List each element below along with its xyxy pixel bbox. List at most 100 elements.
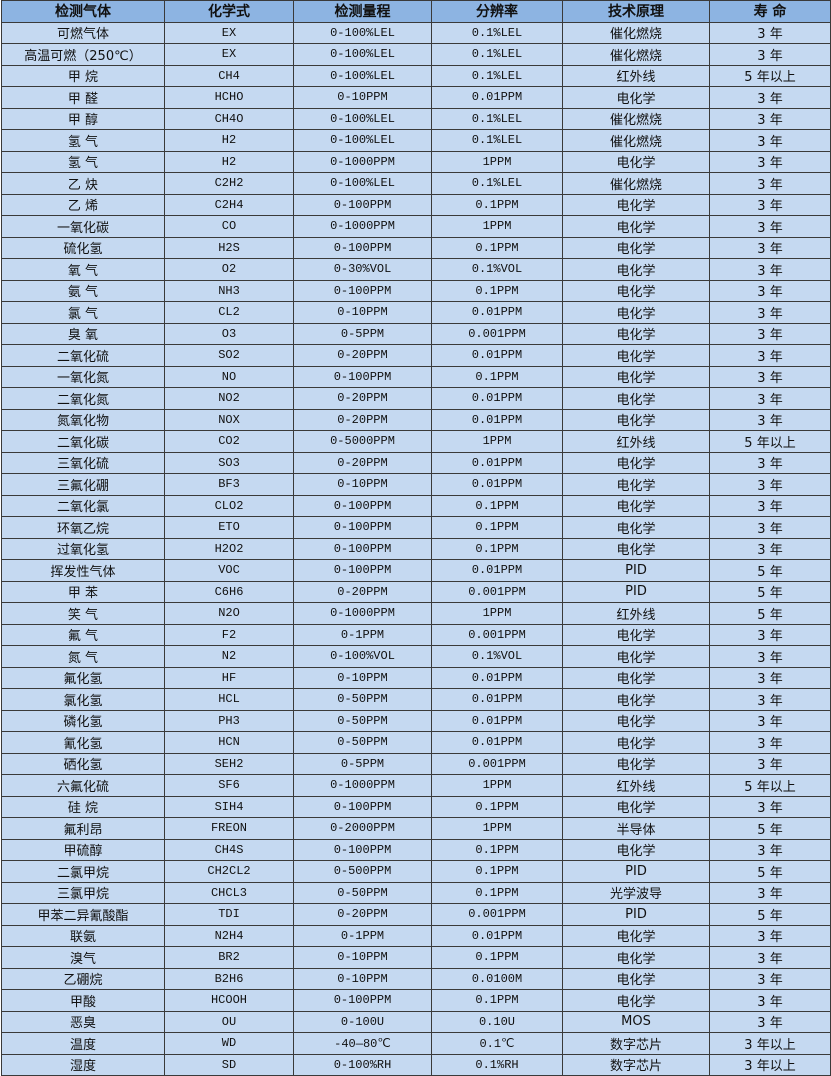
table-row: 三氟化硼 BF3 0-10PPM 0.01PPM 电化学 3 年 bbox=[1, 473, 831, 496]
cell-formula: CL2 bbox=[164, 301, 294, 324]
table-row: 恶臭 OU 0-100U 0.10U MOS 3 年 bbox=[1, 1010, 831, 1033]
cell-gas: 硅 烷 bbox=[1, 795, 165, 818]
cell-principle: 数字芯片 bbox=[562, 1032, 710, 1055]
cell-resolution: 0.1PPM bbox=[431, 860, 563, 883]
cell-lifespan: 3 年 bbox=[709, 989, 831, 1012]
cell-formula: H2 bbox=[164, 150, 294, 173]
cell-formula: BF3 bbox=[164, 473, 294, 496]
cell-range: 0-100%LEL bbox=[293, 43, 432, 66]
table-row: 过氧化氢 H2O2 0-100PPM 0.1PPM 电化学 3 年 bbox=[1, 537, 831, 560]
cell-lifespan: 3 年 bbox=[709, 731, 831, 754]
cell-principle: 电化学 bbox=[562, 236, 710, 259]
cell-formula: CH4S bbox=[164, 838, 294, 861]
cell-range: 0-100%LEL bbox=[293, 21, 432, 44]
cell-range: 0-20PPM bbox=[293, 451, 432, 474]
cell-lifespan: 3 年 bbox=[709, 494, 831, 517]
cell-formula: CH4O bbox=[164, 107, 294, 130]
cell-principle: 电化学 bbox=[562, 408, 710, 431]
cell-formula: FREON bbox=[164, 817, 294, 840]
table-row: 可燃气体 EX 0-100%LEL 0.1%LEL 催化燃烧 3 年 bbox=[1, 21, 831, 44]
cell-principle: 红外线 bbox=[562, 430, 710, 453]
table-row: 乙 烯 C2H4 0-100PPM 0.1PPM 电化学 3 年 bbox=[1, 193, 831, 216]
cell-lifespan: 5 年 bbox=[709, 903, 831, 926]
cell-range: 0-20PPM bbox=[293, 903, 432, 926]
cell-principle: 电化学 bbox=[562, 494, 710, 517]
cell-resolution: 1PPM bbox=[431, 430, 563, 453]
cell-principle: 电化学 bbox=[562, 322, 710, 345]
cell-gas: 过氧化氢 bbox=[1, 537, 165, 560]
cell-gas: 乙硼烷 bbox=[1, 967, 165, 990]
header-resolution: 分辨率 bbox=[431, 0, 563, 23]
cell-resolution: 0.1%LEL bbox=[431, 172, 563, 195]
cell-resolution: 0.1%LEL bbox=[431, 43, 563, 66]
cell-principle: 数字芯片 bbox=[562, 1053, 710, 1076]
cell-range: 0-1000PPM bbox=[293, 774, 432, 797]
cell-lifespan: 3 年 bbox=[709, 21, 831, 44]
cell-lifespan: 5 年 bbox=[709, 580, 831, 603]
cell-gas: 恶臭 bbox=[1, 1010, 165, 1033]
cell-resolution: 0.1PPM bbox=[431, 881, 563, 904]
table-row: 硒化氢 SEH2 0-5PPM 0.001PPM 电化学 3 年 bbox=[1, 752, 831, 775]
cell-principle: 电化学 bbox=[562, 967, 710, 990]
cell-range: 0-5PPM bbox=[293, 752, 432, 775]
cell-formula: SO2 bbox=[164, 344, 294, 367]
cell-range: 0-30%VOL bbox=[293, 258, 432, 281]
cell-principle: 电化学 bbox=[562, 279, 710, 302]
cell-principle: 半导体 bbox=[562, 817, 710, 840]
cell-gas: 湿度 bbox=[1, 1053, 165, 1076]
table-row: 一氧化碳 CO 0-1000PPM 1PPM 电化学 3 年 bbox=[1, 215, 831, 238]
cell-lifespan: 3 年 bbox=[709, 1010, 831, 1033]
table-row: 二氧化碳 CO2 0-5000PPM 1PPM 红外线 5 年以上 bbox=[1, 430, 831, 453]
cell-formula: O2 bbox=[164, 258, 294, 281]
cell-gas: 二氧化碳 bbox=[1, 430, 165, 453]
cell-principle: 电化学 bbox=[562, 795, 710, 818]
table-row: 甲 醇 CH4O 0-100%LEL 0.1%LEL 催化燃烧 3 年 bbox=[1, 107, 831, 130]
cell-principle: 电化学 bbox=[562, 537, 710, 560]
cell-principle: 催化燃烧 bbox=[562, 21, 710, 44]
cell-range: 0-20PPM bbox=[293, 344, 432, 367]
cell-range: 0-100%VOL bbox=[293, 645, 432, 668]
cell-range: 0-100%RH bbox=[293, 1053, 432, 1076]
cell-formula: VOC bbox=[164, 559, 294, 582]
cell-range: 0-50PPM bbox=[293, 731, 432, 754]
cell-resolution: 0.1%LEL bbox=[431, 129, 563, 152]
cell-gas: 乙 炔 bbox=[1, 172, 165, 195]
cell-principle: 电化学 bbox=[562, 989, 710, 1012]
cell-gas: 六氟化硫 bbox=[1, 774, 165, 797]
cell-principle: 电化学 bbox=[562, 838, 710, 861]
cell-formula: WD bbox=[164, 1032, 294, 1055]
cell-gas: 甲硫醇 bbox=[1, 838, 165, 861]
cell-principle: 电化学 bbox=[562, 645, 710, 668]
cell-formula: C2H2 bbox=[164, 172, 294, 195]
cell-range: 0-100PPM bbox=[293, 279, 432, 302]
cell-principle: 电化学 bbox=[562, 86, 710, 109]
cell-lifespan: 3 年 bbox=[709, 258, 831, 281]
cell-principle: 电化学 bbox=[562, 473, 710, 496]
cell-range: 0-100%LEL bbox=[293, 172, 432, 195]
cell-range: 0-1PPM bbox=[293, 924, 432, 947]
cell-formula: EX bbox=[164, 43, 294, 66]
cell-lifespan: 3 年 bbox=[709, 881, 831, 904]
cell-formula: N2H4 bbox=[164, 924, 294, 947]
cell-range: 0-10PPM bbox=[293, 86, 432, 109]
table-row: 温度 WD -40—80℃ 0.1℃ 数字芯片 3 年以上 bbox=[1, 1032, 831, 1055]
cell-range: 0-50PPM bbox=[293, 688, 432, 711]
cell-gas: 笑 气 bbox=[1, 602, 165, 625]
cell-lifespan: 3 年 bbox=[709, 344, 831, 367]
cell-range: 0-10PPM bbox=[293, 967, 432, 990]
header-range: 检测量程 bbox=[293, 0, 432, 23]
cell-gas: 甲 醇 bbox=[1, 107, 165, 130]
cell-lifespan: 3 年 bbox=[709, 473, 831, 496]
cell-gas: 氯 气 bbox=[1, 301, 165, 324]
cell-range: 0-5PPM bbox=[293, 322, 432, 345]
cell-formula: OU bbox=[164, 1010, 294, 1033]
cell-resolution: 1PPM bbox=[431, 215, 563, 238]
table-row: 乙 炔 C2H2 0-100%LEL 0.1%LEL 催化燃烧 3 年 bbox=[1, 172, 831, 195]
cell-lifespan: 3 年 bbox=[709, 215, 831, 238]
table-row: 氯 气 CL2 0-10PPM 0.01PPM 电化学 3 年 bbox=[1, 301, 831, 324]
table-row: 氨 气 NH3 0-100PPM 0.1PPM 电化学 3 年 bbox=[1, 279, 831, 302]
table-row: 三氧化硫 SO3 0-20PPM 0.01PPM 电化学 3 年 bbox=[1, 451, 831, 474]
cell-principle: 电化学 bbox=[562, 731, 710, 754]
table-row: 甲苯二异氰酸酯 TDI 0-20PPM 0.001PPM PID 5 年 bbox=[1, 903, 831, 926]
